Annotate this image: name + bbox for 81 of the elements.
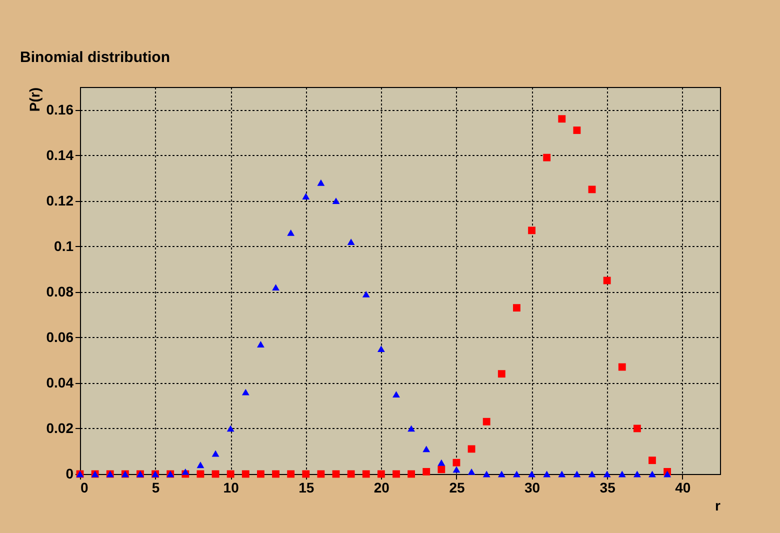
point <box>513 470 520 478</box>
point <box>558 115 566 123</box>
point <box>482 418 490 426</box>
point <box>618 363 626 371</box>
point <box>408 470 415 478</box>
point <box>588 186 596 194</box>
x-tick-label: 40 <box>675 480 691 496</box>
point <box>347 470 355 478</box>
point <box>482 470 490 478</box>
point <box>272 470 280 478</box>
point <box>543 154 551 162</box>
point <box>242 388 250 396</box>
point <box>332 198 340 204</box>
point <box>196 462 204 468</box>
point <box>408 425 415 432</box>
x-tick-label: 15 <box>298 480 314 496</box>
point <box>242 470 250 478</box>
point <box>633 470 641 478</box>
point <box>438 466 446 474</box>
y-axis-title: P(r) <box>26 88 42 112</box>
y-tick-label: 0.04 <box>46 374 74 390</box>
point <box>272 284 280 291</box>
point <box>212 450 220 457</box>
point <box>377 470 385 478</box>
chart-title: Binomial distribution <box>20 49 170 66</box>
point <box>513 304 520 312</box>
point <box>603 276 611 284</box>
y-tick-label: 0.14 <box>46 146 74 163</box>
point <box>618 470 626 478</box>
x-tick-label: 25 <box>449 480 465 496</box>
x-tick-label: 20 <box>374 480 390 496</box>
x-tick-label: 35 <box>600 480 616 496</box>
y-tick-label: 0 <box>66 466 74 482</box>
point <box>287 229 295 236</box>
point <box>648 456 656 464</box>
point <box>633 424 641 432</box>
point <box>558 470 566 478</box>
point <box>573 126 581 134</box>
x-tick-label: 0 <box>80 480 88 496</box>
point <box>317 179 325 186</box>
point <box>257 341 264 348</box>
point <box>302 193 310 200</box>
point <box>664 470 671 478</box>
point <box>287 470 295 478</box>
point <box>392 470 400 478</box>
point <box>528 226 536 234</box>
point <box>452 466 460 473</box>
point <box>226 425 234 432</box>
point <box>603 470 611 478</box>
point <box>347 238 355 246</box>
x-tick-label: 10 <box>223 480 240 496</box>
y-tick-label: 0.1 <box>54 238 74 254</box>
y-tick-label: 0.12 <box>46 192 74 208</box>
point <box>543 470 551 478</box>
x-tick-label: 5 <box>152 480 160 496</box>
point <box>498 370 506 378</box>
point <box>226 470 234 478</box>
point <box>182 468 190 475</box>
point <box>377 346 385 352</box>
point <box>573 470 581 478</box>
point <box>468 468 476 475</box>
point <box>302 470 310 478</box>
x-tick-label: 30 <box>524 480 540 496</box>
point <box>588 470 596 478</box>
y-tick-label: 0.02 <box>46 420 74 436</box>
point <box>317 470 325 478</box>
y-tick-label: 0.08 <box>46 283 74 300</box>
x-axis-title: r <box>715 498 722 514</box>
point <box>528 470 536 478</box>
point <box>648 470 656 478</box>
point <box>438 459 446 466</box>
point <box>362 470 370 478</box>
point <box>422 468 430 476</box>
point <box>498 470 506 478</box>
point <box>452 458 460 466</box>
y-tick-label: 0.06 <box>46 328 74 345</box>
point <box>422 446 430 452</box>
point <box>392 391 400 398</box>
point <box>362 290 370 298</box>
y-tick-label: 0.16 <box>46 101 74 118</box>
point <box>257 470 264 478</box>
